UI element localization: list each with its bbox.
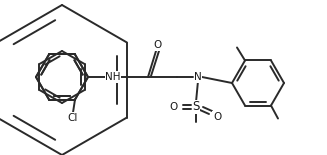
Text: NH: NH: [105, 72, 121, 82]
Text: O: O: [154, 40, 162, 50]
Text: Cl: Cl: [68, 113, 78, 122]
Text: O: O: [213, 112, 221, 122]
Text: N: N: [194, 72, 202, 82]
Text: O: O: [170, 102, 178, 112]
Text: S: S: [192, 100, 200, 113]
